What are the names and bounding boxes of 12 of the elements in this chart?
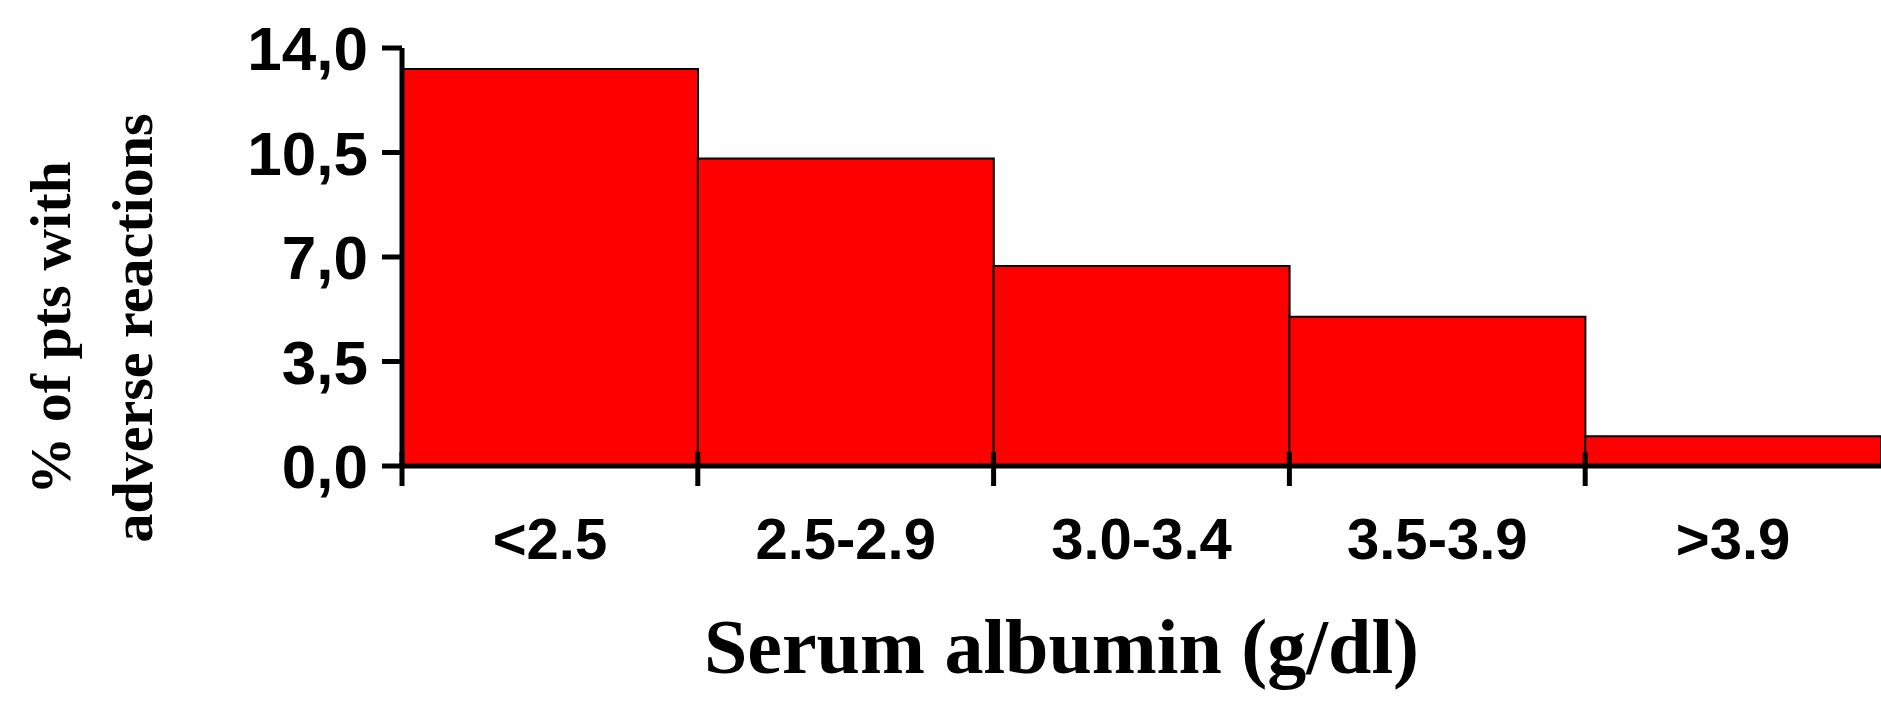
x-tick-label: <2.5: [492, 506, 608, 571]
y-tick-label: 0,0: [281, 432, 368, 501]
y-tick-label: 14,0: [247, 14, 368, 83]
x-tick-label: >3.9: [1675, 506, 1791, 571]
x-tick-label: 2.5-2.9: [755, 506, 936, 571]
y-tick-label: 10,5: [247, 118, 368, 188]
x-tick-label: 3.5-3.9: [1347, 506, 1528, 571]
x-tick-label: 3.0-3.4: [1051, 506, 1232, 571]
y-tick-label: 3,5: [281, 327, 368, 397]
y-axis-title: % of pts with adverse reactions: [18, 113, 165, 543]
y-tick-label: 7,0: [281, 223, 368, 292]
x-axis-title: Serum albumin (g/dl): [703, 603, 1420, 690]
